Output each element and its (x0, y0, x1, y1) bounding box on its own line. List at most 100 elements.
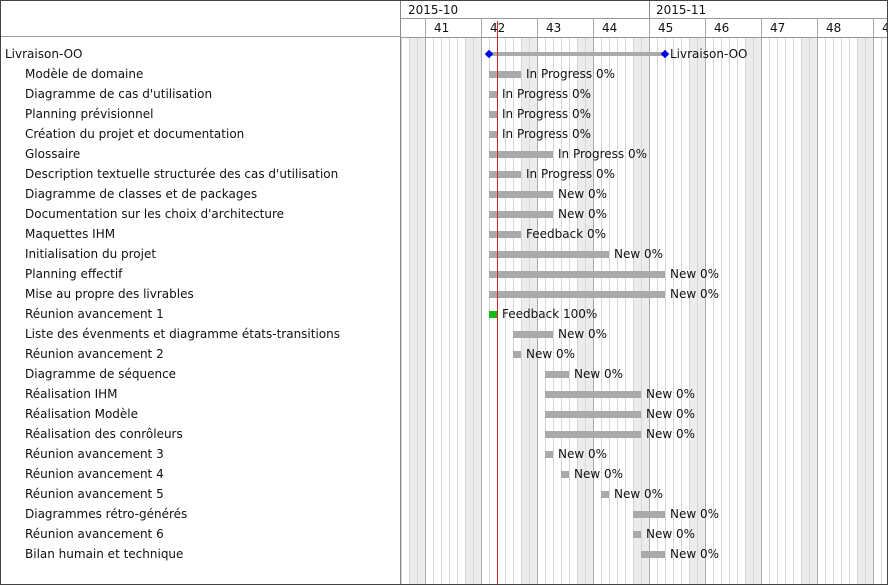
task-bar (489, 231, 521, 238)
week-label: 47 (770, 21, 786, 35)
day-column (545, 38, 553, 584)
day-column (417, 38, 425, 584)
task-label: Réunion avancement 2 (25, 347, 164, 361)
day-column (529, 38, 537, 584)
task-status: New 0% (646, 427, 696, 441)
task-label: Diagramme de cas d'utilisation (25, 87, 213, 101)
task-status: New 0% (670, 267, 720, 281)
day-column (865, 38, 873, 584)
task-status: New 0% (646, 407, 696, 421)
day-column (809, 38, 817, 584)
task-status: New 0% (558, 187, 608, 201)
task-label: Documentation sur les choix d'architectu… (25, 207, 285, 221)
task-status: In Progress 0% (558, 147, 648, 161)
task-bar (489, 191, 553, 198)
task-label: Création du projet et documentation (25, 127, 245, 141)
day-column (681, 38, 689, 584)
week-label: 41 (434, 21, 450, 35)
task-bar (489, 111, 497, 118)
day-column (721, 38, 729, 584)
day-column (625, 38, 633, 584)
day-column (833, 38, 841, 584)
day-column (409, 38, 417, 584)
day-column (569, 38, 577, 584)
day-column (449, 38, 457, 584)
day-column (425, 38, 433, 584)
week-label: 48 (826, 21, 842, 35)
day-column (873, 38, 881, 584)
day-column (633, 38, 641, 584)
day-column (881, 38, 887, 584)
task-label: Planning effectif (25, 267, 123, 281)
task-label: Description textuelle structurée des cas… (25, 167, 339, 181)
day-column (713, 38, 721, 584)
task-status: Feedback 100% (502, 307, 598, 321)
task-label: Diagrammes rétro-générés (25, 507, 188, 521)
task-label: Diagramme de séquence (25, 367, 177, 381)
task-bar (489, 151, 553, 158)
week-separator (705, 19, 706, 584)
task-label: Glossaire (25, 147, 81, 161)
task-bar (489, 71, 521, 78)
week-separator (593, 19, 594, 584)
day-column (769, 38, 777, 584)
day-column (561, 38, 569, 584)
task-label: Réunion avancement 6 (25, 527, 164, 541)
task-bar (489, 251, 609, 258)
header-divider (401, 18, 887, 19)
day-column (753, 38, 761, 584)
week-label: 45 (658, 21, 674, 35)
task-status: Livraison-OO (670, 47, 748, 61)
day-column (441, 38, 449, 584)
day-column (553, 38, 561, 584)
day-column (673, 38, 681, 584)
task-label: Réalisation Modèle (25, 407, 139, 421)
day-column (665, 38, 673, 584)
day-column (481, 38, 489, 584)
day-column (785, 38, 793, 584)
day-column (641, 38, 649, 584)
day-column (801, 38, 809, 584)
task-label: Réalisation des conrôleurs (25, 427, 183, 441)
day-column (697, 38, 705, 584)
month-label: 2015-10 (408, 3, 459, 17)
task-status: New 0% (614, 247, 664, 261)
day-column (505, 38, 513, 584)
day-column (729, 38, 737, 584)
day-column (689, 38, 697, 584)
task-status: New 0% (670, 547, 720, 561)
milestone-span (489, 52, 665, 56)
week-label: 43 (546, 21, 562, 35)
task-label: Livraison-OO (5, 47, 83, 61)
task-bar (489, 211, 553, 218)
task-label: Mise au propre des livrables (25, 287, 194, 301)
task-label: Planning prévisionnel (25, 107, 154, 121)
task-status: New 0% (558, 207, 608, 221)
task-status: In Progress 0% (502, 87, 592, 101)
task-bar (633, 511, 665, 518)
task-label: Réunion avancement 3 (25, 447, 164, 461)
day-column (817, 38, 825, 584)
task-bar (489, 311, 497, 318)
day-column (585, 38, 593, 584)
task-label: Liste des évenments et diagramme états-t… (25, 327, 340, 341)
week-separator (649, 19, 650, 584)
task-label: Réunion avancement 5 (25, 487, 164, 501)
today-marker (497, 21, 498, 584)
header-bottom-line (401, 37, 887, 38)
task-label: Réunion avancement 4 (25, 467, 164, 481)
task-status: New 0% (526, 347, 576, 361)
week-separator (873, 19, 874, 584)
task-status: New 0% (574, 467, 624, 481)
task-status: Feedback 0% (526, 227, 606, 241)
month-separator (649, 1, 650, 18)
task-bar (545, 411, 641, 418)
task-bar (489, 271, 665, 278)
task-status: New 0% (646, 527, 696, 541)
day-column (617, 38, 625, 584)
task-bar (489, 131, 497, 138)
task-bar (633, 531, 641, 538)
day-column (465, 38, 473, 584)
